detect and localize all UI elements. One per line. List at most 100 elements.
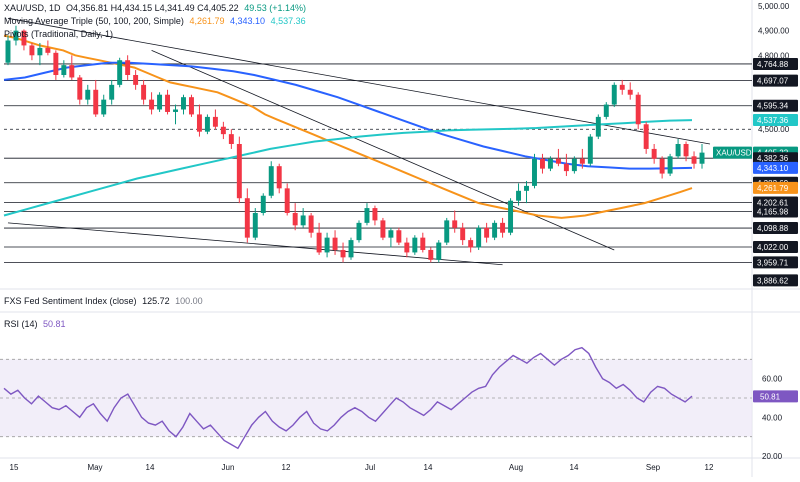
candle-body [340,249,346,258]
candle-body [380,220,386,238]
candle-body [244,198,250,238]
candle-body [699,152,705,164]
candle-body [651,148,657,159]
rsi-label: RSI (14) [4,319,38,329]
change-value: 49.53 (+1.14%) [244,3,306,13]
candle-body [444,220,450,243]
axis-level-label: 4,261.79 [757,184,789,193]
ohlc-values: O4,356.81 H4,434.15 L4,341.49 C4,405.22 [66,3,239,13]
candle-body [260,195,266,213]
candle-body [300,215,306,226]
rsi-tick-label: 40.00 [762,413,783,422]
candle-body [125,60,131,75]
candle-body [324,237,330,253]
ma200-value: 4,537.36 [270,16,306,26]
candle-body [157,94,163,110]
price-tick-label: 4,900.00 [758,27,790,36]
time-tick-label: 14 [570,463,579,472]
time-tick-label: 14 [146,463,155,472]
candle-body [53,52,59,75]
candle-body [316,232,322,253]
candle-body [173,109,178,112]
candle-body [236,144,242,199]
axis-level-label: 4,202.61 [757,198,789,207]
candle-body [532,158,537,186]
candle-body [579,158,585,164]
rsi-band [0,358,752,438]
time-axis: 15 May 14 Jun 12 Jul 14 Aug 14 Sep 12 [10,463,714,472]
axis-level-tag [753,74,798,87]
candle-body [212,116,218,127]
upper-trendline [7,17,711,145]
price-tick-label: 4,800.00 [758,51,790,60]
candle-body [188,97,194,115]
candle-body [292,213,298,226]
candle-body [635,94,641,125]
candlesticks [5,25,705,263]
axis-level-label: 4,382.36 [757,154,789,163]
candle-body [77,77,83,100]
candle-body [348,240,354,258]
candle-body [500,222,506,233]
time-tick-label: 14 [424,463,433,472]
time-tick-label: Sep [646,463,661,472]
candle-body [101,99,107,115]
rsi-path [3,346,693,450]
candle-body [492,222,498,238]
symbol-tag [713,146,752,159]
axis-level-tag [753,181,798,194]
candle-body [611,84,617,105]
candle-body [276,166,282,189]
price-tick-label: 4,500.00 [758,125,790,134]
candle-body [603,104,609,117]
candle-body [372,208,378,221]
candle-body [117,60,123,85]
symbol-name: XAU/USD, 1D [4,3,61,13]
candle-body [619,84,625,90]
axis-level-label: 3,886.62 [757,276,789,285]
rsi-value: 50.81 [43,319,66,329]
candle-body [659,158,665,174]
candle-body [563,163,569,172]
rsi-line: 60.00 40.00 20.00 50.81 [3,346,798,461]
candle-body [13,30,19,41]
time-tick-label: Jun [222,463,235,472]
candle-body [643,124,649,149]
pivots-label: Pivots (Traditional, Daily, 1) [4,29,114,39]
axis-level-label: 4,098.88 [757,224,789,233]
time-tick-label: 15 [10,463,19,472]
candle-body [388,230,394,238]
price-tick-label: 5,000.00 [758,2,790,11]
candle-body [587,136,593,164]
axis-level-tag [753,196,798,209]
time-tick-label: Jul [365,463,375,472]
symbol-tag-label: XAU/USD [716,149,752,158]
candle-body [595,116,601,137]
candle-body [69,65,75,78]
axis-level-tag [753,99,798,112]
candle-body [93,89,99,115]
candle-body [508,200,514,233]
candle-body [484,227,490,238]
candle-body [141,84,147,100]
candle-body [5,40,11,63]
candle-body [268,166,274,196]
candle-body [524,185,529,191]
candle-body [356,222,362,241]
pivot-lines [4,63,752,263]
candle-body [627,89,633,95]
axis-level-tag [753,222,798,235]
time-tick-label: May [87,463,102,472]
middle-trendline [151,49,615,251]
candle-body [61,65,67,75]
candle-body [109,84,115,100]
candle-body [37,47,43,56]
candle-body [332,237,338,250]
candle-body [29,45,35,56]
ma50-value: 4,261.79 [189,16,225,26]
time-tick-label: 12 [705,463,714,472]
candle-body [228,134,234,144]
lower-trendline [7,222,503,266]
